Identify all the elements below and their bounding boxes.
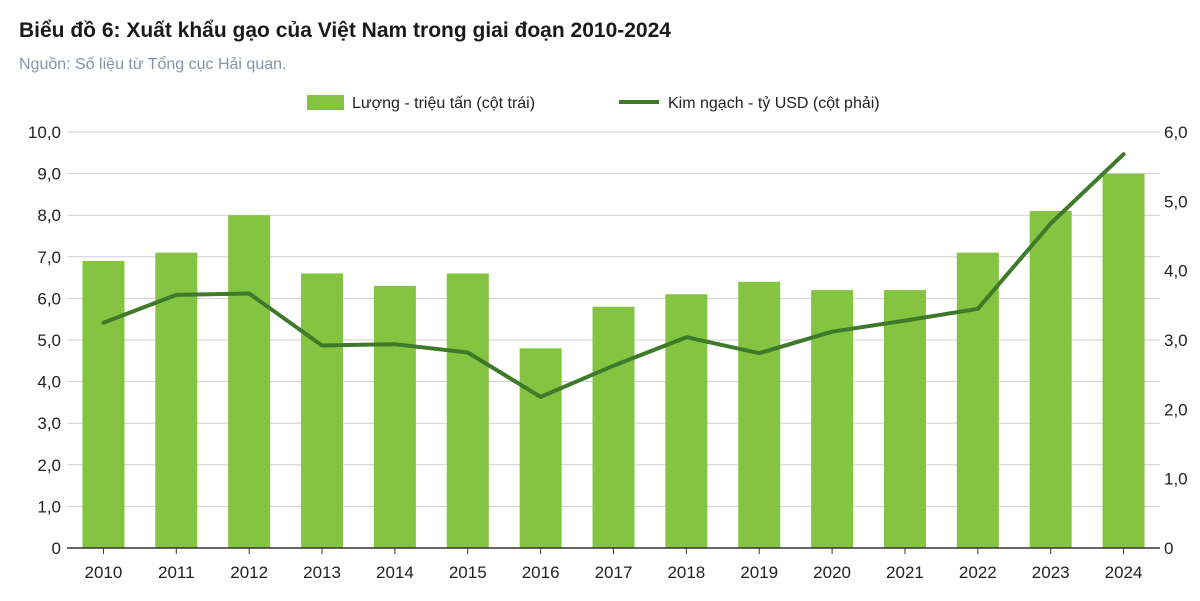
x-tick-label: 2012: [230, 563, 268, 582]
x-tick-label: 2018: [667, 563, 705, 582]
x-tick-label: 2021: [886, 563, 924, 582]
bar: [82, 260, 125, 548]
line-point: [394, 343, 396, 345]
y-left-tick-label: 0: [52, 539, 61, 558]
x-tick-label: 2013: [303, 563, 341, 582]
x-tick-label: 2020: [813, 563, 851, 582]
legend-swatch-bar: [307, 95, 344, 110]
bar-series: [82, 173, 1145, 549]
bar: [1102, 173, 1145, 548]
line-point: [175, 294, 177, 296]
line-point: [540, 396, 542, 398]
line-point: [831, 331, 833, 333]
line-point: [758, 352, 760, 354]
x-tick-label: 2010: [85, 563, 123, 582]
x-tick-label: 2016: [522, 563, 560, 582]
legend-label-volume: Lượng - triệu tấn (cột trái): [352, 95, 535, 112]
line-point: [904, 320, 906, 322]
x-tick-label: 2023: [1032, 563, 1070, 582]
bar: [883, 290, 926, 548]
x-tick-label: 2019: [740, 563, 778, 582]
x-tick-label: 2011: [158, 563, 195, 582]
y-left-tick-label: 2,0: [37, 456, 61, 475]
y-left-tick-label: 10,0: [28, 123, 61, 142]
x-tick-label: 2017: [595, 563, 633, 582]
line-point: [321, 345, 323, 347]
y-right-tick-label: 0: [1164, 539, 1173, 558]
line-point: [977, 308, 979, 310]
bar: [228, 215, 271, 548]
x-tick-label: 2022: [959, 563, 997, 582]
y-right-tick-label: 1,0: [1164, 470, 1188, 489]
line-point: [685, 336, 687, 338]
bar: [592, 306, 635, 548]
x-tick-label: 2014: [376, 563, 414, 582]
y-left-tick-label: 4,0: [37, 373, 61, 392]
axes: 0 1,0 2,0 3,0 4,0 5,0 6,0 7,0 8,0 9,0 10,0 0 1,0 2,0 3…: [28, 123, 1188, 582]
bar: [446, 273, 489, 548]
line-point: [467, 351, 469, 353]
chart-title: Biểu đồ 6: Xuất khẩu gạo của Việt Nam tr…: [19, 19, 671, 42]
chart-source: Nguồn: Số liệu từ Tổng cục Hải quan.: [19, 56, 287, 73]
y-left-tick-label: 6,0: [37, 289, 61, 308]
y-right-tick-label: 6,0: [1164, 123, 1188, 142]
x-tick-label: 2015: [449, 563, 487, 582]
line-point: [102, 322, 104, 324]
bar: [373, 285, 416, 548]
y-right-tick-label: 4,0: [1164, 262, 1188, 281]
y-left-tick-label: 5,0: [37, 331, 61, 350]
y-right-tick-label: 5,0: [1164, 192, 1188, 211]
legend-label-revenue: Kim ngạch - tỷ USD (cột phải): [668, 95, 880, 112]
line-series: [101, 152, 1126, 399]
bar: [519, 348, 562, 548]
line-point: [248, 293, 250, 295]
bar: [301, 273, 344, 548]
bar: [956, 252, 999, 548]
x-tick-label: 2024: [1105, 563, 1143, 582]
y-left-tick-label: 8,0: [37, 206, 61, 225]
bar: [665, 294, 708, 548]
line-point: [1050, 223, 1052, 225]
y-left-tick-label: 3,0: [37, 414, 61, 433]
line-point: [1123, 153, 1125, 155]
bar: [1029, 211, 1072, 549]
legend: Lượng - triệu tấn (cột trái) Kim ngạch - …: [307, 95, 880, 112]
y-left-tick-label: 7,0: [37, 248, 61, 267]
y-right-tick-label: 3,0: [1164, 331, 1188, 350]
bar: [738, 281, 781, 548]
y-left-tick-label: 9,0: [37, 165, 61, 184]
y-left-tick-label: 1,0: [37, 497, 61, 516]
y-right-tick-label: 2,0: [1164, 400, 1188, 419]
line-point: [613, 365, 614, 367]
